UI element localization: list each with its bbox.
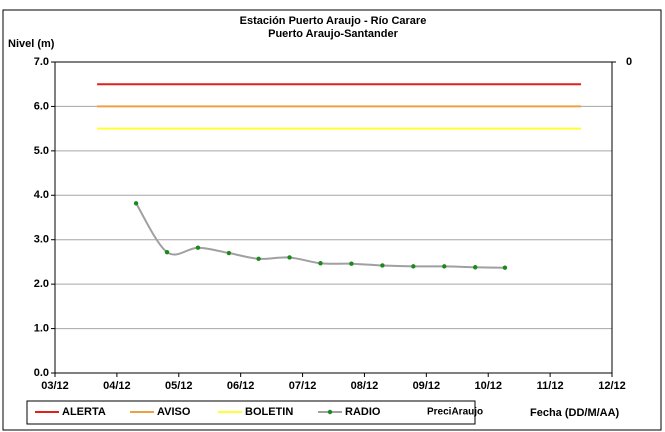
data-point — [411, 264, 416, 269]
data-point — [195, 245, 201, 250]
x-tick-label: 10/12 — [474, 380, 502, 392]
y-tick-label: 3.0 — [34, 234, 49, 246]
x-tick-label: 03/12 — [41, 380, 69, 392]
x-tick-label: 04/12 — [103, 380, 131, 392]
legend-label: PreciAraujo — [427, 407, 483, 418]
data-point — [442, 264, 447, 269]
legend-label: AVISO — [157, 406, 191, 418]
legend-label: ALERTA — [62, 406, 106, 418]
y-tick-label: 1.0 — [34, 322, 49, 334]
y-tick-label: 2.0 — [34, 278, 49, 290]
data-point — [349, 261, 354, 266]
y2-tick-label: 0 — [626, 56, 632, 68]
data-point — [256, 256, 261, 262]
legend-label: RADIO — [345, 406, 381, 418]
y-tick-label: 4.0 — [34, 189, 49, 201]
y-tick-label: 5.0 — [34, 145, 49, 157]
legend-marker — [327, 409, 333, 415]
x-tick-label: 12/12 — [598, 380, 626, 392]
data-point — [502, 265, 508, 270]
plot-border — [54, 61, 613, 374]
plot-area — [55, 62, 612, 373]
y-axis-label: Nivel (m) — [8, 38, 55, 50]
legend-label: BOLETIN — [245, 406, 293, 418]
x-tick-label: 08/12 — [351, 380, 379, 392]
data-point — [287, 255, 292, 260]
y-tick-label: 6.0 — [34, 100, 49, 112]
data-point — [164, 249, 170, 255]
chart-subtitle: Puerto Araujo-Santander — [268, 28, 398, 40]
legend-box — [26, 400, 476, 425]
x-tick-label: 06/12 — [227, 380, 255, 392]
x-axis-label: Fecha (DD/M/AA) — [530, 407, 620, 419]
x-tick-label: 11/12 — [537, 380, 564, 392]
data-point — [380, 263, 385, 268]
y-tick-label: 7.0 — [34, 56, 49, 68]
data-point — [133, 201, 139, 206]
data-point — [226, 250, 232, 256]
chart-title: Estación Puerto Araujo - Río Carare — [240, 15, 427, 27]
x-tick-label: 07/12 — [289, 380, 317, 392]
x-tick-label: 05/12 — [165, 380, 193, 392]
data-point — [318, 261, 323, 266]
data-point — [473, 265, 478, 270]
x-tick-label: 09/12 — [413, 380, 441, 392]
y-tick-label: 0.0 — [34, 367, 49, 379]
